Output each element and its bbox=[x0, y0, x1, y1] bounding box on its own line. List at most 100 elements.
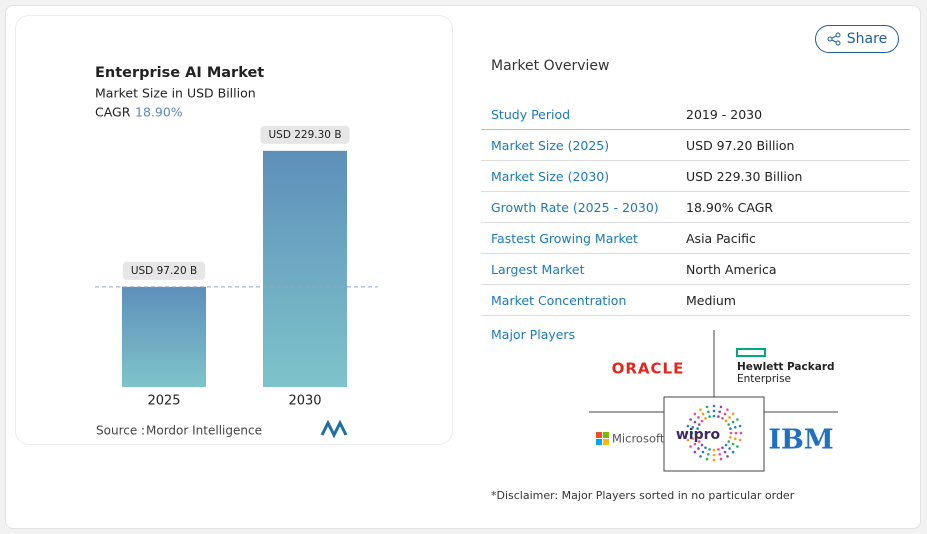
wipro-dot bbox=[721, 446, 724, 450]
wipro-dot bbox=[733, 437, 737, 440]
ibm-logo: IBM bbox=[768, 425, 833, 456]
wipro-dot bbox=[705, 405, 709, 409]
wipro-dot bbox=[686, 424, 690, 428]
wipro-dot bbox=[697, 423, 701, 426]
wipro-dot bbox=[712, 458, 716, 462]
row-label: Market Size (2025) bbox=[491, 137, 610, 153]
wipro-dot bbox=[724, 443, 728, 447]
row-value: 18.90% CAGR bbox=[686, 199, 774, 215]
wipro-dot bbox=[726, 455, 729, 458]
wipro-dot bbox=[695, 431, 699, 435]
row-label: Study Period bbox=[491, 106, 571, 122]
row-label: Growth Rate (2025 - 2030) bbox=[491, 199, 659, 215]
microsoft-mark bbox=[596, 432, 609, 445]
wipro-logo: wipro bbox=[676, 427, 721, 443]
wipro-dot bbox=[705, 457, 709, 461]
share-button[interactable]: Share bbox=[815, 25, 899, 53]
wipro-dot bbox=[712, 404, 716, 408]
hpe-logo: Hewlett Packard bbox=[737, 361, 835, 373]
share-icon bbox=[827, 32, 841, 46]
hpe-logo-sub: Enterprise bbox=[737, 373, 791, 385]
chart-subtitle: Market Size in USD Billion bbox=[95, 86, 256, 101]
wipro-dot bbox=[700, 443, 704, 447]
row-value: 2019 - 2030 bbox=[686, 106, 763, 122]
row-label: Largest Market bbox=[491, 261, 585, 277]
row-label: Fastest Growing Market bbox=[491, 230, 638, 246]
wipro-dot bbox=[723, 412, 727, 416]
wipro-dot bbox=[693, 420, 697, 424]
wipro-dot bbox=[719, 405, 723, 409]
wipro-dot bbox=[736, 445, 739, 448]
row-value: North America bbox=[686, 261, 777, 277]
overview-row: Market Size (2025) USD 97.20 Billion bbox=[481, 130, 910, 161]
overview-table: Study Period 2019 - 2030 Market Size (2025… bbox=[481, 99, 910, 316]
overview-row: Market Size (2030) USD 229.30 Billion bbox=[481, 161, 910, 192]
wipro-dot bbox=[717, 415, 720, 418]
microsoft-logo: Microsoft bbox=[612, 432, 665, 446]
wipro-dot bbox=[697, 440, 701, 443]
wipro-dot bbox=[689, 418, 692, 421]
value-label-box bbox=[260, 125, 350, 144]
wipro-dot bbox=[728, 447, 731, 450]
source-label: Source : bbox=[96, 424, 145, 438]
wipro-dot bbox=[731, 450, 735, 454]
wipro-dot bbox=[736, 418, 739, 421]
disclaimer: *Disclaimer: Major Players sorted in no … bbox=[491, 489, 795, 502]
source: Mordor Intelligence bbox=[146, 424, 262, 438]
wipro-dot bbox=[689, 445, 692, 448]
major-players-title: Major Players bbox=[491, 327, 576, 342]
wipro-dot bbox=[691, 426, 695, 429]
wipro-dot bbox=[729, 436, 732, 439]
x-tick-label: 2025 bbox=[147, 394, 180, 409]
x-tick-label: 2030 bbox=[288, 394, 321, 409]
cagr-label: CAGR bbox=[95, 105, 131, 120]
row-value: USD 97.20 Billion bbox=[686, 137, 795, 153]
wipro-dot bbox=[701, 450, 705, 454]
player-grid bbox=[589, 330, 838, 472]
overview-title: Market Overview bbox=[491, 58, 610, 74]
wipro-dot bbox=[707, 410, 710, 414]
wipro-dot bbox=[693, 442, 697, 446]
wipro-dot bbox=[717, 448, 720, 451]
wipro-dot bbox=[712, 414, 716, 418]
wipro-dot bbox=[699, 408, 702, 411]
row-value: Medium bbox=[686, 292, 736, 308]
wipro-dot bbox=[701, 412, 705, 416]
wipro-dot bbox=[719, 457, 723, 461]
wipro-dot bbox=[727, 423, 731, 426]
wipro-dot bbox=[693, 412, 697, 416]
overview-row: Largest Market North America bbox=[481, 254, 910, 285]
oracle-logo: ORACLE bbox=[612, 360, 685, 378]
bar bbox=[122, 286, 206, 387]
wipro-dot bbox=[699, 455, 702, 458]
wipro-dot bbox=[731, 442, 735, 446]
overview-row: Growth Rate (2025 - 2030) 18.90% CAGR bbox=[481, 192, 910, 223]
wipro-dot bbox=[728, 416, 731, 419]
wipro-dot bbox=[704, 416, 707, 420]
share-label: Share bbox=[846, 31, 888, 47]
wipro-dot bbox=[704, 446, 707, 450]
wipro-dot bbox=[724, 419, 728, 423]
overview-row: Study Period 2019 - 2030 bbox=[481, 99, 910, 130]
bar bbox=[263, 150, 347, 387]
overview-row: Fastest Growing Market Asia Pacific bbox=[481, 223, 910, 254]
wipro-dot bbox=[729, 431, 733, 435]
overview-row: Market Concentration Medium bbox=[481, 285, 910, 316]
wipro-dot bbox=[712, 409, 716, 413]
chart-card bbox=[15, 15, 453, 445]
chart-title: Enterprise AI Market bbox=[95, 65, 264, 81]
wipro-dot bbox=[733, 426, 737, 429]
wipro-dot bbox=[686, 438, 690, 442]
wipro-dot bbox=[729, 427, 732, 430]
wipro-dot bbox=[731, 412, 735, 416]
wipro-dot bbox=[718, 452, 721, 456]
wipro-dot bbox=[718, 410, 721, 414]
hpe-mark bbox=[736, 348, 766, 357]
wipro-dot bbox=[738, 438, 742, 442]
row-label: Market Concentration bbox=[491, 292, 627, 308]
wipro-dot bbox=[721, 416, 724, 420]
wipro-dot bbox=[708, 448, 711, 451]
row-value: Asia Pacific bbox=[686, 230, 756, 246]
